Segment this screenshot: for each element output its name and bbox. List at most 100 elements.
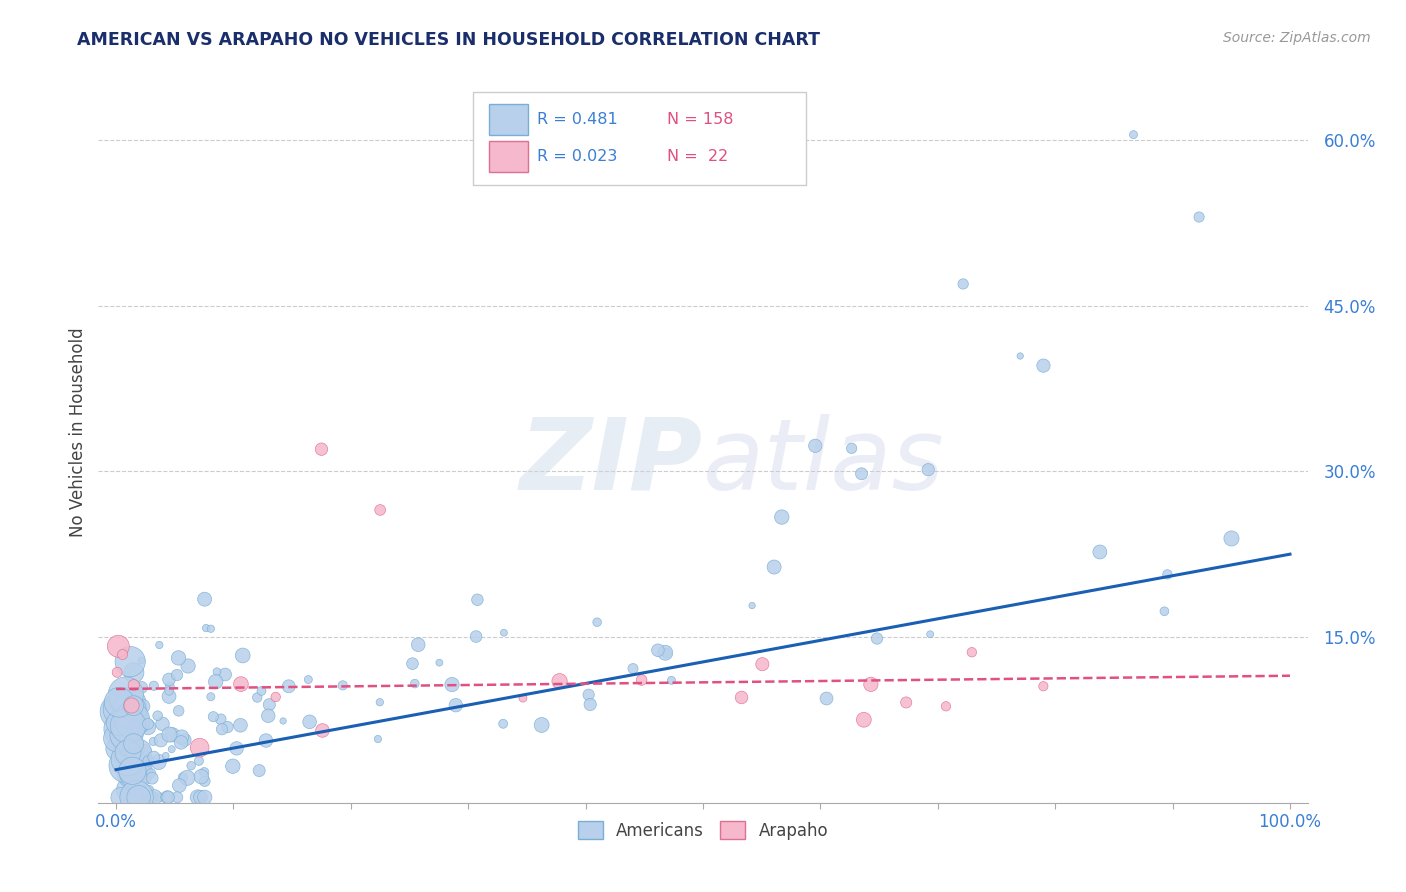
Point bbox=[741, 599, 763, 613]
Point bbox=[136, 754, 159, 768]
Point bbox=[160, 742, 183, 756]
Point bbox=[135, 721, 157, 735]
Point bbox=[190, 790, 212, 805]
Point bbox=[172, 770, 194, 784]
Point bbox=[118, 697, 141, 711]
Point bbox=[1156, 567, 1178, 582]
Point bbox=[176, 771, 198, 785]
FancyBboxPatch shape bbox=[474, 92, 806, 185]
Point bbox=[105, 741, 128, 756]
Point bbox=[122, 678, 145, 692]
Point bbox=[170, 735, 193, 749]
Point bbox=[138, 790, 160, 805]
Point bbox=[107, 716, 129, 731]
Point bbox=[440, 677, 463, 691]
Point bbox=[141, 790, 163, 805]
Point bbox=[647, 643, 669, 657]
Point bbox=[1088, 545, 1111, 559]
Point bbox=[209, 712, 232, 726]
Point bbox=[131, 653, 153, 667]
Point bbox=[118, 738, 141, 752]
Point bbox=[200, 622, 222, 636]
Point bbox=[121, 698, 143, 713]
Point bbox=[1153, 604, 1175, 618]
Point bbox=[173, 733, 195, 747]
Point bbox=[194, 592, 217, 607]
Point bbox=[138, 783, 160, 797]
Point bbox=[115, 758, 138, 772]
Point bbox=[841, 442, 863, 456]
Point bbox=[368, 503, 391, 517]
Point bbox=[770, 510, 793, 524]
Point bbox=[121, 790, 143, 805]
Point bbox=[122, 737, 145, 751]
Point bbox=[122, 765, 145, 780]
Point bbox=[146, 708, 169, 723]
FancyBboxPatch shape bbox=[489, 141, 527, 172]
Point bbox=[187, 790, 209, 805]
Point bbox=[492, 625, 515, 640]
Point bbox=[368, 695, 391, 709]
Point bbox=[579, 698, 602, 712]
Point bbox=[118, 704, 141, 718]
Point bbox=[122, 698, 145, 713]
Point bbox=[157, 690, 180, 704]
Point bbox=[815, 691, 838, 706]
Point bbox=[120, 655, 142, 669]
Point bbox=[852, 713, 875, 727]
Point bbox=[204, 674, 226, 689]
Point bbox=[401, 657, 423, 671]
Point bbox=[111, 648, 134, 662]
Point bbox=[247, 764, 270, 778]
Point bbox=[406, 638, 429, 652]
Point bbox=[465, 630, 488, 644]
Point bbox=[367, 732, 389, 747]
Point bbox=[149, 733, 172, 747]
Point bbox=[117, 752, 139, 766]
Point bbox=[896, 696, 918, 710]
Point bbox=[621, 662, 644, 676]
Point bbox=[730, 690, 752, 705]
Point bbox=[167, 704, 190, 718]
Point bbox=[142, 750, 165, 764]
Point bbox=[332, 678, 354, 692]
Point bbox=[132, 745, 155, 759]
Point bbox=[229, 677, 252, 691]
Point bbox=[107, 640, 129, 654]
Point bbox=[467, 592, 489, 607]
Point bbox=[128, 745, 150, 759]
Text: N =  22: N = 22 bbox=[666, 149, 728, 164]
Point bbox=[1032, 679, 1054, 693]
Point bbox=[195, 621, 218, 635]
Point bbox=[254, 733, 277, 747]
Point bbox=[851, 467, 873, 481]
Point bbox=[952, 277, 974, 291]
FancyBboxPatch shape bbox=[489, 103, 527, 135]
Point bbox=[115, 727, 138, 741]
Point bbox=[131, 772, 153, 786]
Point bbox=[170, 730, 193, 744]
Point bbox=[222, 759, 245, 773]
Point bbox=[169, 779, 191, 793]
Point bbox=[214, 667, 236, 681]
Text: R = 0.023: R = 0.023 bbox=[537, 149, 617, 164]
Point bbox=[162, 728, 184, 742]
Point bbox=[187, 754, 209, 768]
Point bbox=[217, 720, 239, 734]
Point bbox=[125, 765, 148, 780]
Point bbox=[105, 731, 128, 746]
Point bbox=[114, 688, 136, 702]
Point bbox=[188, 740, 211, 755]
Point bbox=[960, 645, 983, 659]
Point bbox=[246, 690, 269, 705]
Text: R = 0.481: R = 0.481 bbox=[537, 112, 619, 127]
Point bbox=[139, 766, 162, 780]
Point bbox=[297, 673, 319, 687]
Point bbox=[232, 648, 254, 663]
Point bbox=[121, 764, 143, 778]
Point bbox=[1032, 359, 1054, 373]
Point bbox=[277, 679, 299, 693]
Y-axis label: No Vehicles in Household: No Vehicles in Household bbox=[69, 327, 87, 538]
Text: atlas: atlas bbox=[703, 414, 945, 511]
Point bbox=[122, 665, 145, 680]
